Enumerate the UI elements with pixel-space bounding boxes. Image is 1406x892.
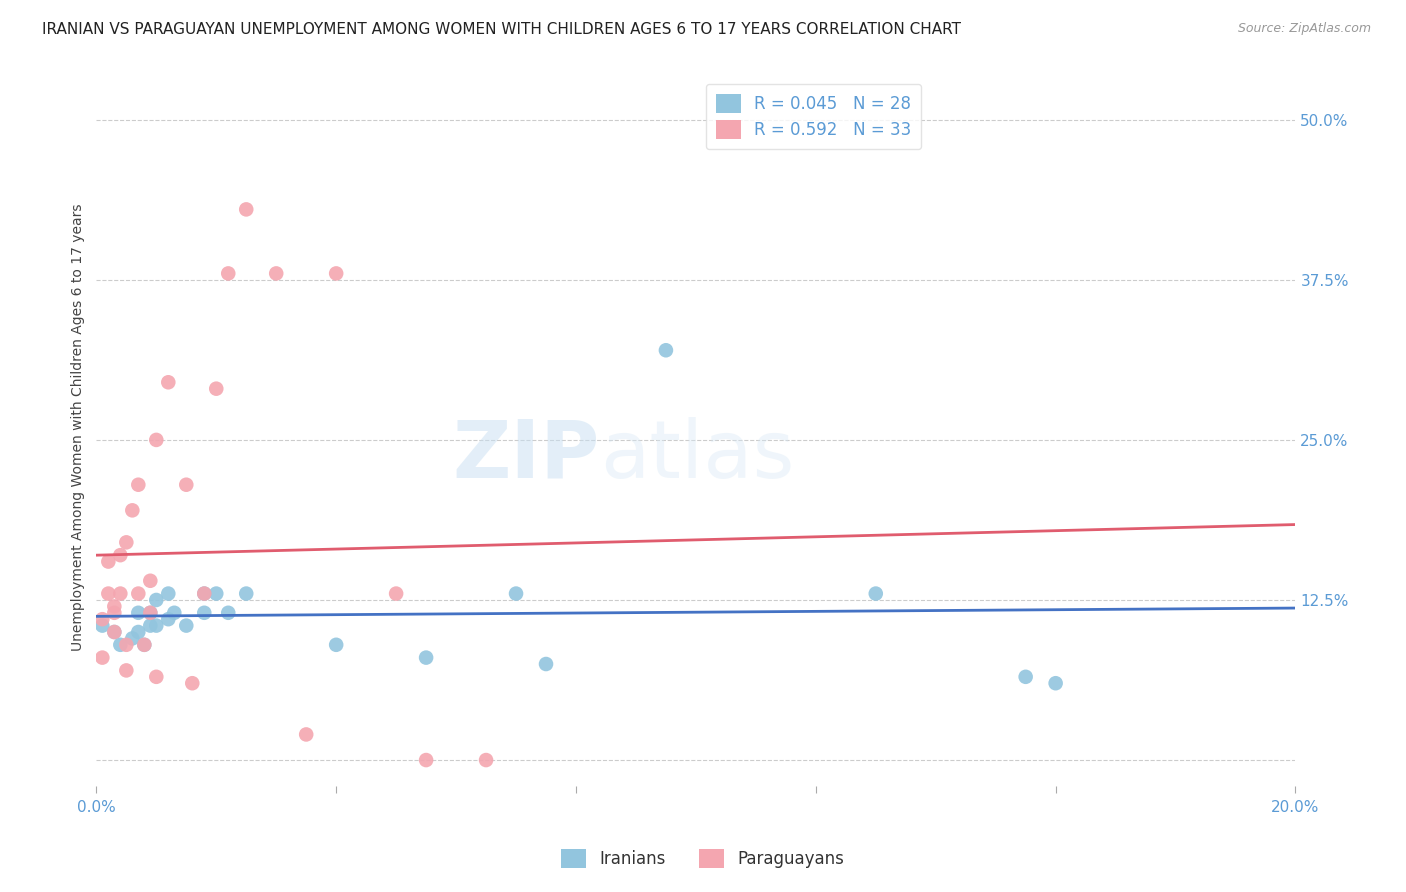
Point <box>193 606 215 620</box>
Text: IRANIAN VS PARAGUAYAN UNEMPLOYMENT AMONG WOMEN WITH CHILDREN AGES 6 TO 17 YEARS : IRANIAN VS PARAGUAYAN UNEMPLOYMENT AMONG… <box>42 22 962 37</box>
Point <box>174 618 197 632</box>
Point <box>115 664 138 678</box>
Point <box>865 586 887 600</box>
Point <box>145 618 167 632</box>
Point <box>145 670 167 684</box>
Point <box>97 555 120 569</box>
Point <box>139 606 162 620</box>
Point <box>217 267 239 281</box>
Point <box>1045 676 1067 690</box>
Point <box>205 586 228 600</box>
Point <box>110 638 132 652</box>
Point <box>235 202 257 217</box>
Point <box>103 599 125 614</box>
Point <box>157 376 180 390</box>
Point <box>385 586 408 600</box>
Point <box>534 657 557 671</box>
Point <box>115 535 138 549</box>
Legend: Iranians, Paraguayans: Iranians, Paraguayans <box>555 842 851 875</box>
Point <box>103 625 125 640</box>
Point <box>139 618 162 632</box>
Point <box>139 574 162 588</box>
Point <box>110 548 132 562</box>
Point <box>655 343 678 358</box>
Point <box>91 612 114 626</box>
Point <box>121 632 143 646</box>
Point <box>163 606 186 620</box>
Text: Source: ZipAtlas.com: Source: ZipAtlas.com <box>1237 22 1371 36</box>
Text: atlas: atlas <box>600 417 794 495</box>
Point <box>127 606 149 620</box>
Point <box>103 625 125 640</box>
Point <box>157 586 180 600</box>
Point <box>174 477 197 491</box>
Point <box>157 612 180 626</box>
Point <box>91 650 114 665</box>
Point <box>325 267 347 281</box>
Legend: R = 0.045   N = 28, R = 0.592   N = 33: R = 0.045 N = 28, R = 0.592 N = 33 <box>706 84 921 149</box>
Point <box>134 638 156 652</box>
Point <box>134 638 156 652</box>
Point <box>505 586 527 600</box>
Point <box>127 625 149 640</box>
Point <box>1014 670 1036 684</box>
Point <box>115 638 138 652</box>
Point <box>91 618 114 632</box>
Point <box>415 753 437 767</box>
Point <box>145 593 167 607</box>
Point <box>235 586 257 600</box>
Point <box>193 586 215 600</box>
Point <box>97 586 120 600</box>
Point <box>121 503 143 517</box>
Point <box>127 477 149 491</box>
Point <box>193 586 215 600</box>
Point <box>217 606 239 620</box>
Point <box>415 650 437 665</box>
Point <box>325 638 347 652</box>
Point <box>139 606 162 620</box>
Point <box>181 676 204 690</box>
Point <box>205 382 228 396</box>
Point <box>145 433 167 447</box>
Point <box>475 753 498 767</box>
Text: ZIP: ZIP <box>453 417 600 495</box>
Point <box>127 586 149 600</box>
Point <box>295 727 318 741</box>
Point <box>103 606 125 620</box>
Y-axis label: Unemployment Among Women with Children Ages 6 to 17 years: Unemployment Among Women with Children A… <box>72 203 86 651</box>
Point <box>110 586 132 600</box>
Point <box>264 267 287 281</box>
